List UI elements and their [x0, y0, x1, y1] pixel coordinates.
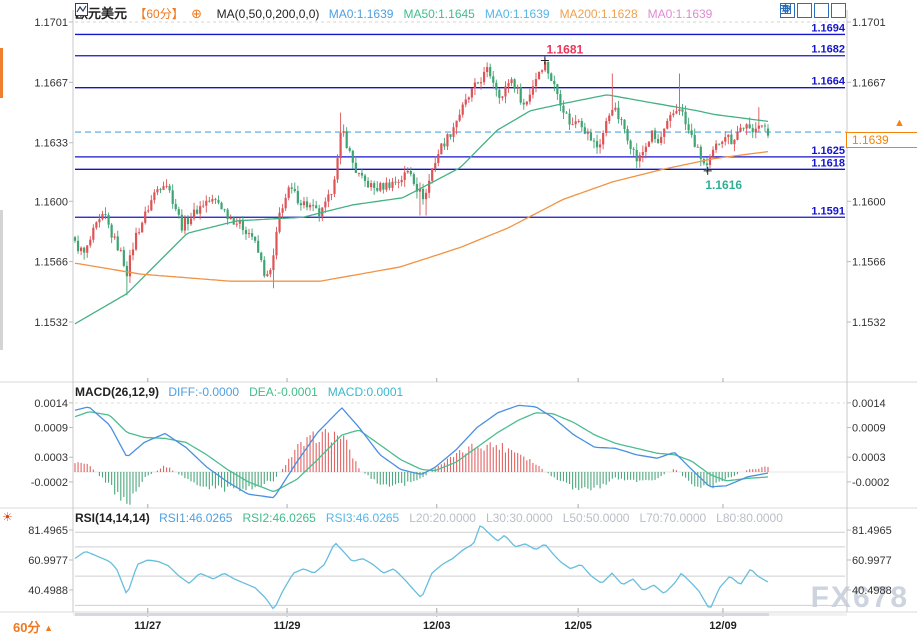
- svg-text:40.4988: 40.4988: [852, 585, 892, 597]
- svg-text:0.0003: 0.0003: [34, 452, 68, 464]
- current-price-tag: 1.1639: [846, 132, 917, 148]
- svg-text:1.1600: 1.1600: [34, 196, 68, 208]
- svg-text:81.4965: 81.4965: [852, 525, 892, 537]
- low-annotation: 1.1616: [705, 178, 742, 192]
- rsi-values: RSI1:46.0265 RSI2:46.0265 RSI3:46.0265 L20:…: [159, 511, 793, 525]
- rsi1-value: RSI1:46.0265: [159, 511, 233, 525]
- date-label: 12/05: [564, 620, 592, 632]
- svg-text:0.0014: 0.0014: [34, 398, 68, 410]
- l30-level: L30:30.0000: [485, 511, 553, 525]
- rsi-params-label: RSI(14,14,14): [75, 511, 150, 525]
- timeframe-label: 【60分】: [134, 7, 184, 21]
- diff-value: DIFF:-0.0000: [168, 385, 240, 399]
- macd-values: DIFF:-0.0000 DEA:-0.0001 MACD:0.0001: [168, 385, 413, 399]
- ma0b-value: MA0:1.1639: [484, 7, 550, 21]
- scrollbar-handle[interactable]: [75, 613, 769, 616]
- date-label: 11/27: [134, 620, 161, 632]
- rsi-header: RSI(14,14,14) RSI1:46.0265 RSI2:46.0265 RS…: [75, 511, 793, 525]
- svg-text:1.1701: 1.1701: [34, 17, 68, 29]
- level-label: 1.1664: [811, 76, 846, 88]
- svg-text:-0.0002: -0.0002: [31, 477, 68, 489]
- dea-value: DEA:-0.0001: [249, 385, 318, 399]
- svg-text:1.1532: 1.1532: [852, 317, 886, 329]
- ma200-value: MA200:1.1628: [559, 7, 638, 21]
- chart-toolbar: [780, 3, 846, 18]
- svg-text:1.1600: 1.1600: [852, 196, 886, 208]
- svg-text:81.4965: 81.4965: [28, 525, 68, 537]
- price-up-arrow-icon: ▲: [894, 117, 905, 129]
- macd-pane: [74, 428, 769, 505]
- l70-level: L70:70.0000: [639, 511, 707, 525]
- candlestick-series: [73, 57, 770, 296]
- level-label: 1.1625: [811, 145, 845, 157]
- diff-line: [74, 404, 769, 499]
- macd-params-label: MACD(26,12,9): [75, 385, 160, 399]
- svg-text:1.1701: 1.1701: [852, 17, 886, 29]
- date-label: 12/09: [709, 620, 737, 632]
- macd-value: MACD:0.0001: [327, 385, 404, 399]
- level-label: 1.1694: [811, 22, 846, 34]
- svg-text:40.4988: 40.4988: [28, 585, 68, 597]
- pane-down-icon[interactable]: [780, 3, 812, 18]
- svg-text:60.9977: 60.9977: [852, 555, 892, 567]
- svg-text:0.0003: 0.0003: [852, 452, 886, 464]
- add-indicator-icon[interactable]: ⊕: [191, 6, 202, 21]
- svg-text:1.1566: 1.1566: [34, 257, 68, 269]
- rsi2-value: RSI2:46.0265: [242, 511, 316, 525]
- l80-level: L80:80.0000: [716, 511, 783, 525]
- main-chart-header: 欧元美元 【60分】 ⊕ MA(0,50,0,200,0,0) MA0:1.16…: [75, 3, 722, 22]
- ma200-line: [74, 150, 769, 282]
- chevron-up-icon: ▲: [44, 623, 54, 633]
- svg-text:-0.0002: -0.0002: [852, 477, 889, 489]
- annotations: 1.1681 1.1616: [540, 43, 742, 192]
- ma50-line: [74, 94, 769, 325]
- level-label: 1.1591: [811, 205, 845, 217]
- ma0c-value: MA0:1.1639: [647, 7, 713, 21]
- svg-text:1.1667: 1.1667: [852, 77, 886, 89]
- pane-up-icon[interactable]: [780, 3, 829, 18]
- date-label: 11/29: [274, 620, 301, 632]
- ma-params-label: MA(0,50,0,200,0,0): [216, 7, 320, 21]
- rsi-pane: [75, 531, 845, 606]
- indicator-settings-icon[interactable]: ☀: [2, 510, 13, 524]
- svg-text:1.1532: 1.1532: [34, 317, 68, 329]
- svg-text:1.1566: 1.1566: [852, 257, 886, 269]
- ma0-value: MA0:1.1639: [328, 7, 394, 21]
- level-label: 1.1618: [811, 157, 845, 169]
- svg-text:0.0009: 0.0009: [852, 423, 886, 435]
- ma-values: MA0:1.1639 MA50:1.1645 MA0:1.1639 MA200:1.1…: [329, 7, 723, 21]
- macd-header: MACD(26,12,9) DIFF:-0.0000 DEA:-0.0001 MAC…: [75, 385, 413, 399]
- rsi3-value: RSI3:46.0265: [325, 511, 400, 525]
- date-label: 12/03: [423, 620, 451, 632]
- date-axis: 11/27 11/29 12/03 12/05 12/09: [134, 378, 737, 632]
- l20-level: L20:20.0000: [409, 511, 476, 525]
- rsi-line: [74, 525, 769, 610]
- axis-labels: 1.1701 1.1667 1.1633 1.1600 1.1566 1.1532 1.17…: [28, 17, 892, 597]
- popout-icon[interactable]: [780, 3, 846, 18]
- svg-text:1.1667: 1.1667: [34, 77, 68, 89]
- dea-line: [74, 411, 769, 493]
- symbol-title: 欧元美元: [75, 6, 128, 21]
- svg-text:60.9977: 60.9977: [28, 555, 68, 567]
- timeframe-selector[interactable]: 60分 ▲: [13, 617, 53, 635]
- level-label: 1.1682: [811, 44, 845, 56]
- left-edge-accent: [0, 48, 3, 98]
- left-edge-scrollbar[interactable]: [0, 210, 3, 350]
- watermark: FX678: [810, 581, 909, 614]
- svg-text:0.0009: 0.0009: [34, 423, 68, 435]
- ma50-value: MA50:1.1645: [403, 7, 475, 21]
- svg-text:0.0014: 0.0014: [852, 398, 886, 410]
- svg-text:1.1633: 1.1633: [34, 138, 68, 150]
- high-annotation: 1.1681: [547, 43, 584, 57]
- timeframe-value: 60分: [13, 620, 41, 635]
- l50-level: L50:50.0000: [562, 511, 630, 525]
